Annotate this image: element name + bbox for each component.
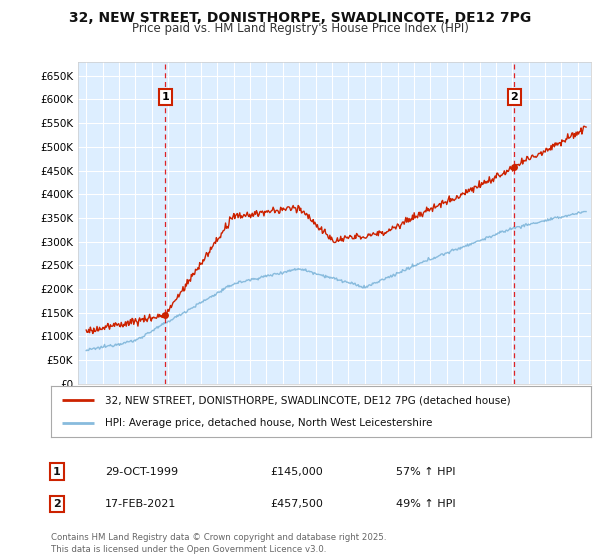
- Text: 2: 2: [53, 499, 61, 509]
- Text: 2: 2: [511, 92, 518, 102]
- Text: 49% ↑ HPI: 49% ↑ HPI: [396, 499, 455, 509]
- Text: £457,500: £457,500: [270, 499, 323, 509]
- Text: 29-OCT-1999: 29-OCT-1999: [105, 466, 178, 477]
- Text: 1: 1: [161, 92, 169, 102]
- Text: 1: 1: [53, 466, 61, 477]
- Text: 57% ↑ HPI: 57% ↑ HPI: [396, 466, 455, 477]
- Text: HPI: Average price, detached house, North West Leicestershire: HPI: Average price, detached house, Nort…: [105, 418, 433, 428]
- Text: Price paid vs. HM Land Registry's House Price Index (HPI): Price paid vs. HM Land Registry's House …: [131, 22, 469, 35]
- Text: 32, NEW STREET, DONISTHORPE, SWADLINCOTE, DE12 7PG: 32, NEW STREET, DONISTHORPE, SWADLINCOTE…: [69, 11, 531, 25]
- Text: 17-FEB-2021: 17-FEB-2021: [105, 499, 176, 509]
- Text: Contains HM Land Registry data © Crown copyright and database right 2025.
This d: Contains HM Land Registry data © Crown c…: [51, 533, 386, 554]
- Text: 32, NEW STREET, DONISTHORPE, SWADLINCOTE, DE12 7PG (detached house): 32, NEW STREET, DONISTHORPE, SWADLINCOTE…: [105, 395, 511, 405]
- Text: £145,000: £145,000: [270, 466, 323, 477]
